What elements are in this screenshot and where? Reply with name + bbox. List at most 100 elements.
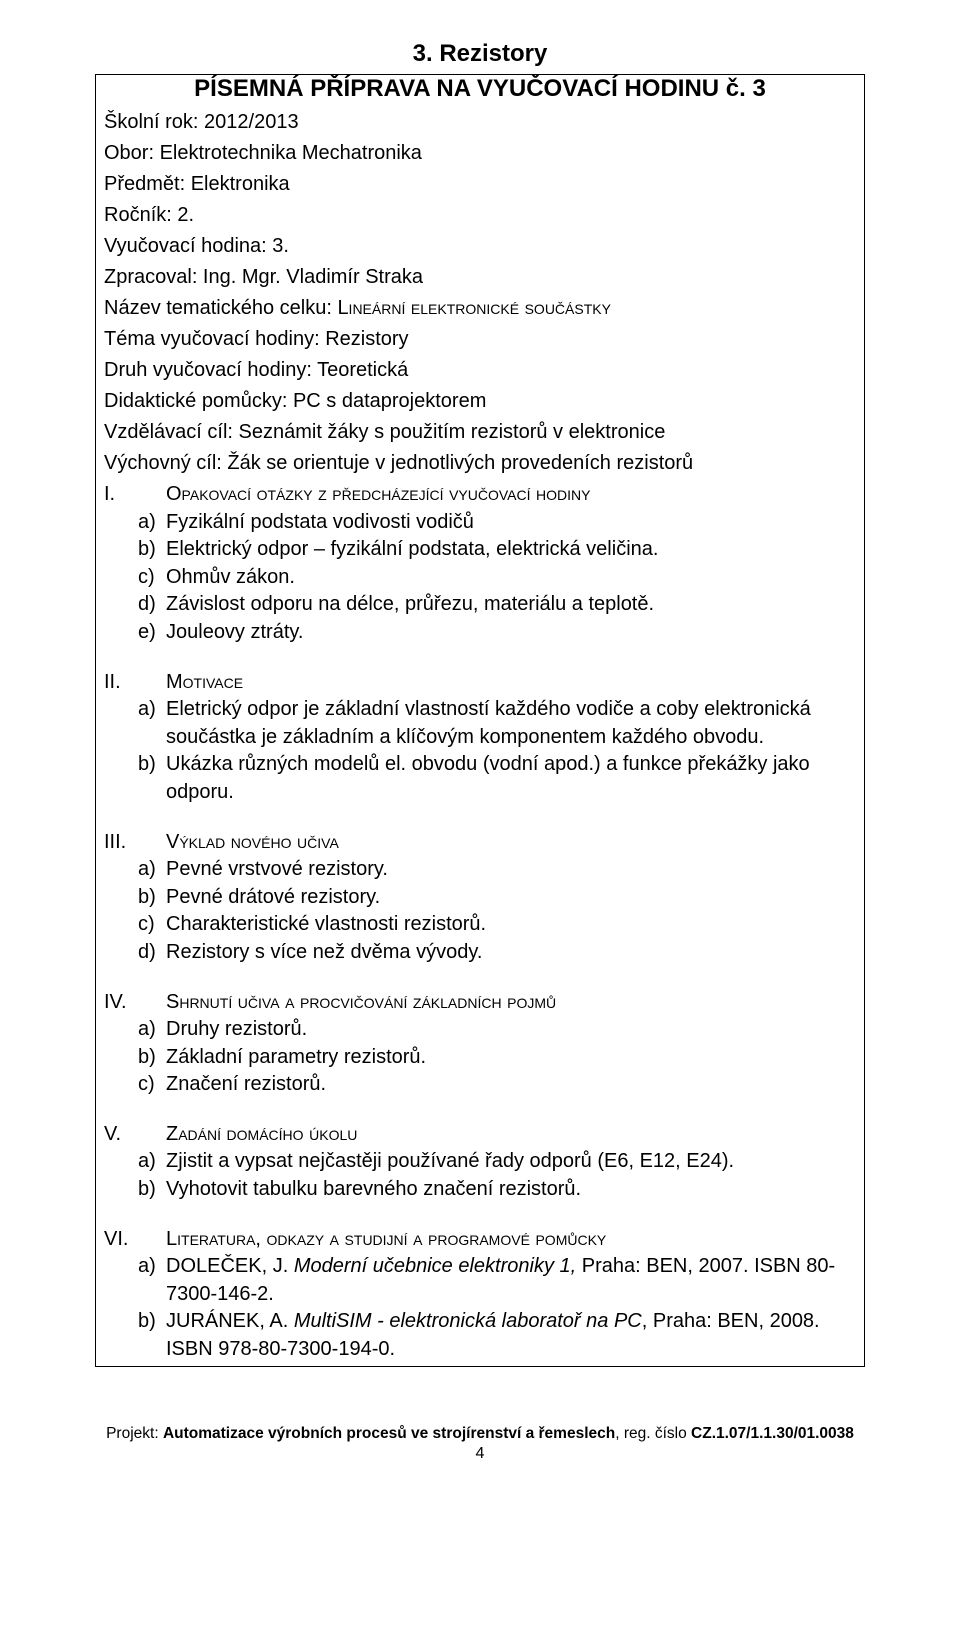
header-row: Předmět: Elektronika bbox=[96, 169, 864, 200]
item-letter: a) bbox=[104, 509, 152, 537]
page-number: 4 bbox=[95, 1445, 865, 1463]
section: II. Motivace a)Eletrický odpor je základ… bbox=[96, 667, 864, 809]
list-item: a) DOLEČEK, J. Moderní učebnice elektron… bbox=[104, 1253, 856, 1308]
header-row: Vyučovací hodina: 3. bbox=[96, 231, 864, 262]
list-item: b)Ukázka různých modelů el. obvodu (vodn… bbox=[104, 751, 856, 806]
list-item: e)Jouleovy ztráty. bbox=[104, 619, 856, 647]
item-text: Značení rezistorů. bbox=[152, 1071, 856, 1099]
spacer bbox=[96, 809, 864, 827]
spacer bbox=[96, 649, 864, 667]
item-text: Vyhotovit tabulku barevného značení rezi… bbox=[152, 1176, 856, 1204]
section: I. Opakovací otázky z předcházející vyuč… bbox=[96, 479, 864, 649]
list-item: c)Charakteristické vlastnosti rezistorů. bbox=[104, 911, 856, 939]
item-letter: c) bbox=[104, 1071, 152, 1099]
cite-pre: JURÁNEK, A. bbox=[166, 1310, 294, 1332]
item-text: Fyzikální podstata vodivosti vodičů bbox=[152, 509, 856, 537]
section: IV. Shrnutí učiva a procvičování základn… bbox=[96, 987, 864, 1101]
header-row: Druh vyučovací hodiny: Teoretická bbox=[96, 355, 864, 386]
list-item: b)Základní parametry rezistorů. bbox=[104, 1044, 856, 1072]
list-item: b)Elektrický odpor – fyzikální podstata,… bbox=[104, 536, 856, 564]
list-item: a)Pevné vrstvové rezistory. bbox=[104, 856, 856, 884]
list-item: b) JURÁNEK, A. MultiSIM - elektronická l… bbox=[104, 1308, 856, 1363]
section-title-text: Motivace bbox=[166, 669, 856, 697]
header-row: Školní rok: 2012/2013 bbox=[96, 107, 864, 138]
item-letter: a) bbox=[104, 1253, 152, 1308]
item-text: Ohmův zákon. bbox=[152, 564, 856, 592]
header-row: Téma vyučovací hodiny: Rezistory bbox=[96, 324, 864, 355]
footer-mid: , reg. číslo bbox=[615, 1425, 691, 1442]
footer-line: Projekt: Automatizace výrobních procesů … bbox=[95, 1425, 865, 1443]
item-text: Závislost odporu na délce, průřezu, mate… bbox=[152, 591, 856, 619]
item-text: Charakteristické vlastnosti rezistorů. bbox=[152, 911, 856, 939]
list-item: c)Ohmův zákon. bbox=[104, 564, 856, 592]
footer-prefix: Projekt: bbox=[106, 1425, 163, 1442]
lesson-plan-table: PÍSEMNÁ PŘÍPRAVA NA VYUČOVACÍ HODINU č. … bbox=[95, 74, 865, 1367]
item-text: Ukázka různých modelů el. obvodu (vodní … bbox=[152, 751, 856, 806]
section: V. Zadání domácího úkolu a)Zjistit a vyp… bbox=[96, 1119, 864, 1206]
section-heading: V. Zadání domácího úkolu bbox=[104, 1121, 856, 1149]
roman-numeral: I. bbox=[104, 481, 166, 509]
header-row: Zpracoval: Ing. Mgr. Vladimír Straka bbox=[96, 262, 864, 293]
item-text: JURÁNEK, A. MultiSIM - elektronická labo… bbox=[152, 1308, 856, 1363]
list-item: d)Rezistory s více než dvěma vývody. bbox=[104, 939, 856, 967]
item-letter: b) bbox=[104, 1044, 152, 1072]
section-title-text: Shrnutí učiva a procvičování základních … bbox=[166, 989, 856, 1017]
roman-numeral: IV. bbox=[104, 989, 166, 1017]
section: III. Výklad nového učiva a)Pevné vrstvov… bbox=[96, 827, 864, 969]
spacer bbox=[96, 1101, 864, 1119]
nazev-value: Lineární elektronické součástky bbox=[337, 297, 611, 319]
section-title-text: Literatura, odkazy a studijní a programo… bbox=[166, 1226, 856, 1254]
header-row: Didaktické pomůcky: PC s dataprojektorem bbox=[96, 386, 864, 417]
list-item: a)Eletrický odpor je základní vlastností… bbox=[104, 696, 856, 751]
cite-pre: DOLEČEK, J. bbox=[166, 1255, 294, 1277]
item-letter: a) bbox=[104, 696, 152, 751]
cite-italic: MultiSIM - elektronická laboratoř na PC bbox=[294, 1310, 642, 1332]
item-letter: a) bbox=[104, 1148, 152, 1176]
section-heading: VI. Literatura, odkazy a studijní a prog… bbox=[104, 1226, 856, 1254]
item-letter: d) bbox=[104, 939, 152, 967]
item-text: Zjistit a vypsat nejčastěji používané řa… bbox=[152, 1148, 856, 1176]
spacer bbox=[96, 1206, 864, 1224]
section-heading: I. Opakovací otázky z předcházející vyuč… bbox=[104, 481, 856, 509]
item-letter: b) bbox=[104, 1308, 152, 1363]
item-letter: b) bbox=[104, 751, 152, 806]
footer-reg-code: CZ.1.07/1.1.30/01.0038 bbox=[691, 1425, 854, 1442]
item-letter: d) bbox=[104, 591, 152, 619]
section-title-text: Výklad nového učiva bbox=[166, 829, 856, 857]
item-letter: b) bbox=[104, 1176, 152, 1204]
item-letter: c) bbox=[104, 564, 152, 592]
page: 3. Rezistory PÍSEMNÁ PŘÍPRAVA NA VYUČOVA… bbox=[0, 0, 960, 1493]
section-title-text: Opakovací otázky z předcházející vyučova… bbox=[166, 481, 856, 509]
section-title: 3. Rezistory bbox=[95, 40, 865, 68]
item-text: DOLEČEK, J. Moderní učebnice elektroniky… bbox=[152, 1253, 856, 1308]
item-text: Elektrický odpor – fyzikální podstata, e… bbox=[152, 536, 856, 564]
item-letter: a) bbox=[104, 856, 152, 884]
spacer bbox=[96, 969, 864, 987]
roman-numeral: III. bbox=[104, 829, 166, 857]
item-text: Pevné drátové rezistory. bbox=[152, 884, 856, 912]
section: VI. Literatura, odkazy a studijní a prog… bbox=[96, 1224, 864, 1366]
header-row: Název tematického celku: Lineární elektr… bbox=[96, 293, 864, 324]
roman-numeral: II. bbox=[104, 669, 166, 697]
header-row: Vzdělávací cíl: Seznámit žáky s použitím… bbox=[96, 417, 864, 448]
item-letter: b) bbox=[104, 884, 152, 912]
section-heading: III. Výklad nového učiva bbox=[104, 829, 856, 857]
item-letter: c) bbox=[104, 911, 152, 939]
section-heading: II. Motivace bbox=[104, 669, 856, 697]
item-text: Eletrický odpor je základní vlastností k… bbox=[152, 696, 856, 751]
cite-italic: Moderní učebnice elektroniky 1, bbox=[294, 1255, 582, 1277]
list-item: d)Závislost odporu na délce, průřezu, ma… bbox=[104, 591, 856, 619]
item-letter: b) bbox=[104, 536, 152, 564]
item-text: Druhy rezistorů. bbox=[152, 1016, 856, 1044]
header-row: Výchovný cíl: Žák se orientuje v jednotl… bbox=[96, 448, 864, 479]
nazev-label: Název tematického celku: bbox=[104, 297, 337, 319]
document-title: PÍSEMNÁ PŘÍPRAVA NA VYUČOVACÍ HODINU č. … bbox=[96, 75, 864, 103]
item-letter: a) bbox=[104, 1016, 152, 1044]
item-text: Základní parametry rezistorů. bbox=[152, 1044, 856, 1072]
roman-numeral: VI. bbox=[104, 1226, 166, 1254]
header-row: Ročník: 2. bbox=[96, 200, 864, 231]
list-item: b)Pevné drátové rezistory. bbox=[104, 884, 856, 912]
item-text: Pevné vrstvové rezistory. bbox=[152, 856, 856, 884]
footer-project-name: Automatizace výrobních procesů ve strojí… bbox=[163, 1425, 615, 1442]
header-row: Obor: Elektrotechnika Mechatronika bbox=[96, 138, 864, 169]
